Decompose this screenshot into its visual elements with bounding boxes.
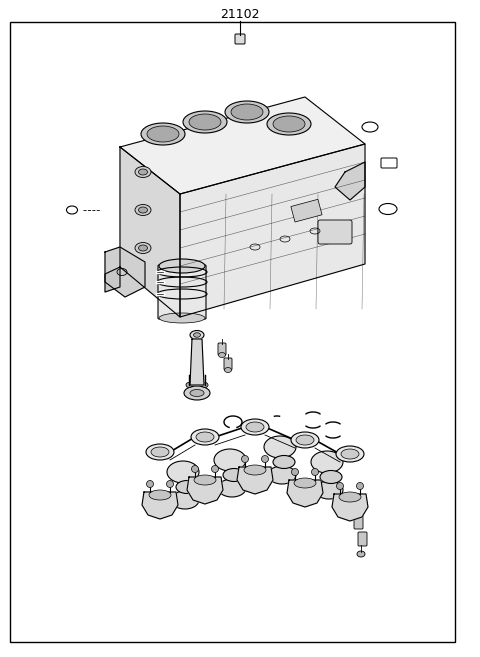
FancyBboxPatch shape [235, 34, 245, 44]
FancyBboxPatch shape [358, 532, 367, 546]
Circle shape [146, 480, 154, 487]
Polygon shape [287, 480, 323, 507]
Ellipse shape [135, 204, 151, 215]
Ellipse shape [336, 446, 364, 462]
Polygon shape [187, 477, 223, 504]
Ellipse shape [149, 490, 171, 500]
Ellipse shape [218, 353, 226, 357]
Ellipse shape [320, 470, 342, 484]
Ellipse shape [159, 313, 205, 323]
Ellipse shape [357, 551, 365, 557]
Ellipse shape [267, 113, 311, 135]
Ellipse shape [273, 455, 295, 468]
Ellipse shape [225, 101, 269, 123]
Ellipse shape [315, 481, 343, 499]
Circle shape [212, 466, 218, 472]
Ellipse shape [189, 114, 221, 130]
Polygon shape [237, 467, 273, 494]
Polygon shape [332, 494, 368, 521]
Ellipse shape [193, 332, 201, 337]
Ellipse shape [147, 126, 179, 142]
Polygon shape [105, 267, 120, 292]
Ellipse shape [167, 461, 199, 483]
FancyBboxPatch shape [218, 343, 226, 355]
Ellipse shape [139, 245, 147, 251]
Circle shape [241, 455, 249, 463]
Ellipse shape [141, 123, 185, 145]
Ellipse shape [341, 449, 359, 459]
Ellipse shape [218, 479, 246, 497]
Ellipse shape [176, 480, 198, 493]
Ellipse shape [190, 390, 204, 397]
Polygon shape [120, 97, 365, 194]
FancyBboxPatch shape [158, 265, 206, 319]
Ellipse shape [202, 382, 208, 388]
Ellipse shape [273, 116, 305, 132]
FancyBboxPatch shape [224, 358, 232, 370]
FancyBboxPatch shape [318, 220, 352, 244]
Circle shape [291, 468, 299, 476]
Ellipse shape [186, 382, 192, 388]
Ellipse shape [294, 478, 316, 488]
Polygon shape [335, 162, 365, 200]
Ellipse shape [151, 447, 169, 457]
Ellipse shape [196, 432, 214, 442]
Bar [291, 199, 322, 222]
Ellipse shape [223, 468, 245, 482]
Ellipse shape [183, 111, 227, 133]
Ellipse shape [231, 104, 263, 120]
Circle shape [192, 466, 199, 472]
Ellipse shape [225, 367, 231, 373]
Ellipse shape [135, 242, 151, 254]
Ellipse shape [241, 419, 269, 435]
Ellipse shape [159, 259, 205, 273]
Ellipse shape [246, 422, 264, 432]
Ellipse shape [135, 166, 151, 177]
Ellipse shape [268, 466, 296, 484]
Ellipse shape [191, 429, 219, 445]
Ellipse shape [291, 432, 319, 448]
Ellipse shape [339, 492, 361, 502]
Circle shape [262, 455, 268, 463]
Ellipse shape [139, 169, 147, 175]
Polygon shape [142, 492, 178, 519]
Ellipse shape [244, 465, 266, 475]
Ellipse shape [146, 444, 174, 460]
Circle shape [167, 480, 173, 487]
Ellipse shape [184, 386, 210, 400]
Ellipse shape [139, 207, 147, 213]
Ellipse shape [171, 491, 199, 509]
Polygon shape [180, 144, 365, 317]
Circle shape [312, 468, 319, 476]
Ellipse shape [311, 451, 343, 473]
Ellipse shape [194, 475, 216, 485]
Circle shape [357, 482, 363, 489]
Ellipse shape [264, 436, 296, 458]
Text: 21102: 21102 [220, 9, 260, 22]
Polygon shape [120, 147, 180, 317]
Circle shape [336, 482, 344, 489]
Polygon shape [190, 339, 204, 385]
Ellipse shape [214, 449, 246, 471]
Polygon shape [105, 247, 145, 297]
Ellipse shape [190, 330, 204, 340]
FancyBboxPatch shape [354, 515, 363, 529]
Ellipse shape [296, 435, 314, 445]
